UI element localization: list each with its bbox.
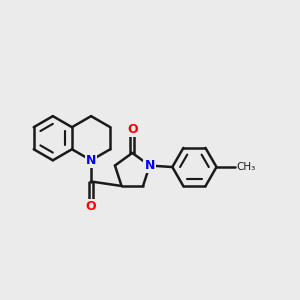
Text: O: O	[127, 124, 138, 136]
Text: N: N	[86, 154, 96, 167]
Text: CH₃: CH₃	[236, 162, 256, 172]
Text: N: N	[145, 159, 155, 172]
Text: O: O	[86, 200, 96, 213]
